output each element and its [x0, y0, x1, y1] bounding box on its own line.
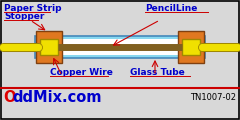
Bar: [40, 39, 58, 55]
Text: Copper Wire: Copper Wire: [50, 68, 113, 77]
Bar: [178, 31, 204, 63]
Bar: [36, 31, 62, 63]
Bar: [35, 36, 205, 58]
Text: ddMix.com: ddMix.com: [12, 90, 102, 105]
Text: Stopper: Stopper: [4, 12, 44, 21]
Bar: [182, 39, 200, 55]
Text: Glass Tube: Glass Tube: [130, 68, 185, 77]
Text: Paper Strip: Paper Strip: [4, 4, 61, 13]
Bar: [39, 39, 201, 55]
Text: TN1007-02: TN1007-02: [190, 93, 236, 102]
Text: O: O: [3, 90, 16, 105]
Text: PencilLine: PencilLine: [145, 4, 197, 13]
